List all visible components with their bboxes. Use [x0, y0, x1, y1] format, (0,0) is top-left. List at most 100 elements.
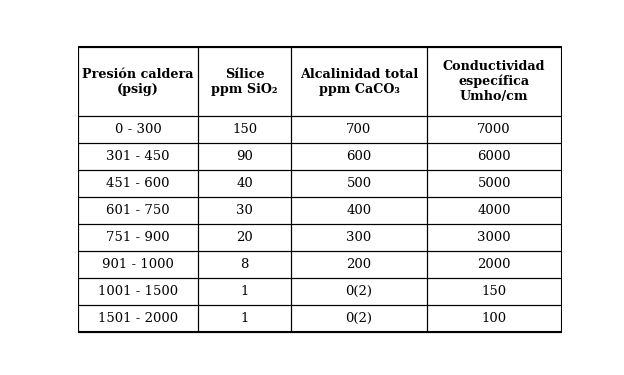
Text: 300: 300: [346, 231, 371, 244]
Bar: [291, 278, 427, 305]
Bar: [198, 224, 291, 251]
Text: 1: 1: [240, 285, 249, 298]
Text: 600: 600: [346, 150, 371, 163]
Bar: [198, 143, 291, 170]
Bar: [198, 224, 291, 251]
Bar: [78, 224, 198, 251]
Text: 1501 - 2000: 1501 - 2000: [98, 312, 178, 325]
Bar: [291, 47, 427, 116]
Bar: [198, 197, 291, 224]
Text: 150: 150: [232, 123, 257, 136]
Bar: [427, 224, 562, 251]
Text: Conductividad
específica
Umho/cm: Conductividad específica Umho/cm: [443, 60, 545, 104]
Bar: [78, 143, 198, 170]
Bar: [78, 116, 198, 143]
Bar: [78, 251, 198, 278]
Bar: [427, 197, 562, 224]
Bar: [427, 116, 562, 143]
Bar: [427, 143, 562, 170]
Text: 751 - 900: 751 - 900: [106, 231, 170, 244]
Bar: [291, 116, 427, 143]
Text: 150: 150: [482, 285, 507, 298]
Bar: [291, 305, 427, 332]
Text: 0(2): 0(2): [346, 285, 373, 298]
Bar: [198, 278, 291, 305]
Text: 3000: 3000: [477, 231, 511, 244]
Text: 451 - 600: 451 - 600: [106, 177, 170, 190]
Text: 301 - 450: 301 - 450: [106, 150, 170, 163]
Bar: [427, 224, 562, 251]
Bar: [198, 278, 291, 305]
Text: 400: 400: [346, 204, 371, 217]
Text: 100: 100: [482, 312, 507, 325]
Bar: [427, 251, 562, 278]
Text: 6000: 6000: [477, 150, 511, 163]
Bar: [78, 305, 198, 332]
Bar: [198, 251, 291, 278]
Bar: [427, 170, 562, 197]
Bar: [78, 170, 198, 197]
Text: 200: 200: [346, 258, 371, 271]
Text: 2000: 2000: [477, 258, 511, 271]
Bar: [291, 143, 427, 170]
Bar: [78, 278, 198, 305]
Bar: [198, 143, 291, 170]
Bar: [427, 251, 562, 278]
Bar: [198, 305, 291, 332]
Text: 8: 8: [240, 258, 249, 271]
Bar: [427, 278, 562, 305]
Text: 20: 20: [236, 231, 253, 244]
Text: 40: 40: [236, 177, 253, 190]
Bar: [198, 251, 291, 278]
Bar: [427, 143, 562, 170]
Bar: [78, 170, 198, 197]
Bar: [78, 224, 198, 251]
Bar: [291, 197, 427, 224]
Bar: [78, 197, 198, 224]
Text: Alcalinidad total
ppm CaCO₃: Alcalinidad total ppm CaCO₃: [300, 68, 418, 96]
Bar: [427, 305, 562, 332]
Bar: [427, 170, 562, 197]
Bar: [78, 278, 198, 305]
Bar: [78, 143, 198, 170]
Text: 601 - 750: 601 - 750: [106, 204, 170, 217]
Bar: [291, 251, 427, 278]
Text: 1: 1: [240, 312, 249, 325]
Bar: [291, 116, 427, 143]
Bar: [291, 143, 427, 170]
Text: 500: 500: [346, 177, 371, 190]
Bar: [198, 116, 291, 143]
Text: 7000: 7000: [477, 123, 511, 136]
Bar: [427, 47, 562, 116]
Bar: [78, 251, 198, 278]
Text: 5000: 5000: [477, 177, 511, 190]
Bar: [78, 305, 198, 332]
Bar: [198, 170, 291, 197]
Bar: [198, 47, 291, 116]
Bar: [198, 305, 291, 332]
Bar: [291, 305, 427, 332]
Text: 901 - 1000: 901 - 1000: [102, 258, 174, 271]
Bar: [291, 47, 427, 116]
Bar: [427, 278, 562, 305]
Text: 30: 30: [236, 204, 253, 217]
Bar: [78, 116, 198, 143]
Bar: [291, 170, 427, 197]
Text: 90: 90: [236, 150, 253, 163]
Bar: [291, 224, 427, 251]
Bar: [198, 47, 291, 116]
Bar: [78, 47, 198, 116]
Bar: [198, 116, 291, 143]
Bar: [291, 170, 427, 197]
Bar: [427, 197, 562, 224]
Text: Sílice
ppm SiO₂: Sílice ppm SiO₂: [212, 68, 278, 96]
Bar: [427, 47, 562, 116]
Bar: [78, 47, 198, 116]
Text: 700: 700: [346, 123, 371, 136]
Bar: [78, 197, 198, 224]
Bar: [291, 251, 427, 278]
Bar: [198, 197, 291, 224]
Bar: [427, 116, 562, 143]
Text: Presión caldera
(psig): Presión caldera (psig): [82, 68, 194, 96]
Bar: [198, 170, 291, 197]
